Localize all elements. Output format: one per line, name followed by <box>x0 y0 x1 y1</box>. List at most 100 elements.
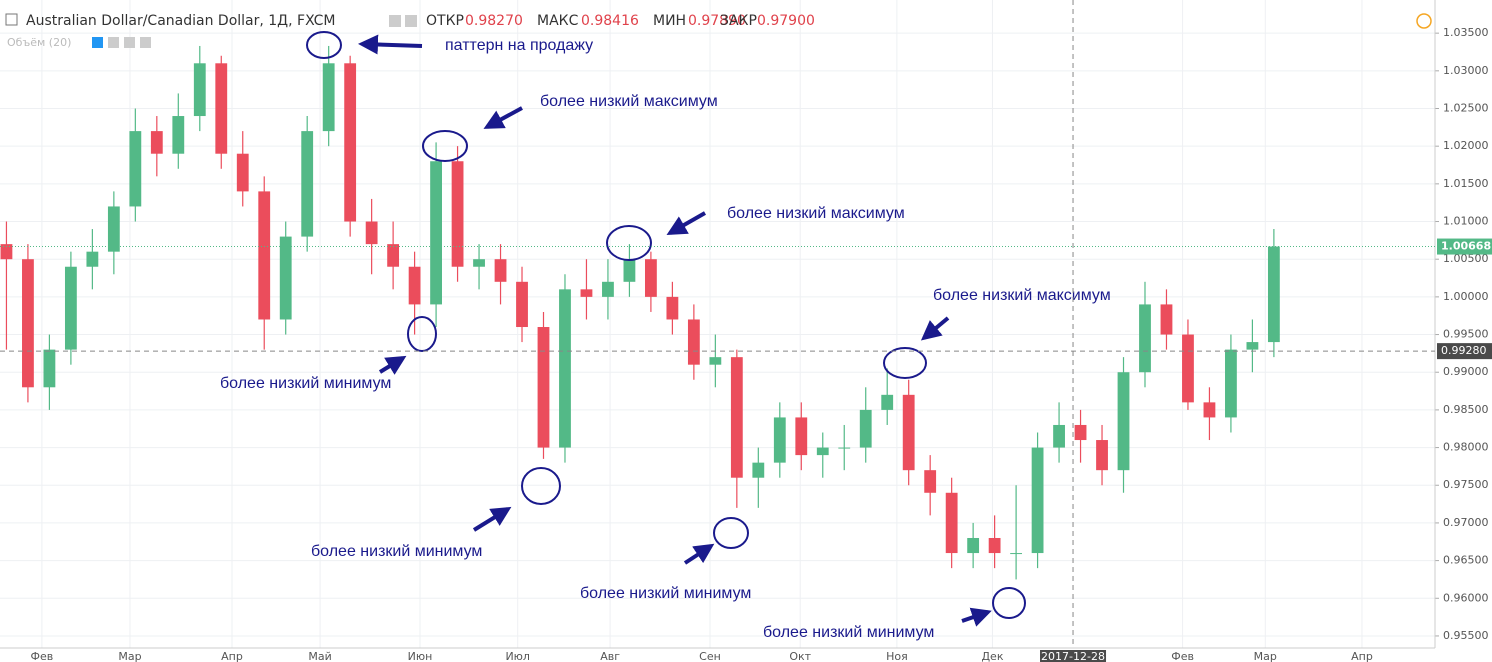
circle <box>992 587 1026 619</box>
x-tick-label: Июл <box>505 650 530 662</box>
x-tick-label: Май <box>308 650 331 662</box>
candle-body <box>945 492 958 554</box>
eye-icon[interactable] <box>92 37 103 48</box>
candle-body <box>64 266 77 350</box>
candle-body <box>924 470 937 493</box>
volume-label: Объём (20) <box>7 36 71 49</box>
x-tick-label: Сен <box>699 650 721 662</box>
gear-icon[interactable] <box>405 15 417 27</box>
plus-icon[interactable] <box>124 37 135 48</box>
arrow <box>961 607 992 627</box>
y-tick-label: 0.96000 <box>1443 591 1489 604</box>
y-tick-label: 1.01000 <box>1443 215 1489 228</box>
y-tick-label: 1.00000 <box>1443 290 1489 303</box>
y-tick-label: 1.02000 <box>1443 139 1489 152</box>
collapse-icon[interactable] <box>5 13 18 26</box>
candle-body <box>215 63 228 154</box>
last-price-label: 1.00668 <box>1441 240 1491 253</box>
x-tick-label: Ноя <box>886 650 908 662</box>
settings-icon[interactable] <box>389 15 401 27</box>
candles <box>0 45 1280 580</box>
candle-body <box>816 447 829 456</box>
candle-body <box>236 153 249 192</box>
candle-body <box>709 357 722 365</box>
high-value: 0.98416 <box>581 13 639 29</box>
candle-body <box>1203 402 1216 418</box>
y-tick-label: 1.03500 <box>1443 26 1489 39</box>
x-tick-label: Дек <box>981 650 1003 662</box>
candle-body <box>623 259 636 282</box>
y-tick-label: 0.97000 <box>1443 516 1489 529</box>
candle-body <box>644 259 657 297</box>
y-tick-label: 1.02500 <box>1443 102 1489 115</box>
candle-body <box>537 327 550 448</box>
gear-icon[interactable] <box>108 37 119 48</box>
annotation: более низкий максимум <box>727 205 905 222</box>
candle-body <box>365 221 378 245</box>
crosshair-date-label: 2017-12-28 <box>1041 650 1105 662</box>
candle-body <box>881 394 894 410</box>
candle-body <box>301 131 314 237</box>
candle-body <box>1160 304 1173 335</box>
warning-icon[interactable] <box>1416 13 1432 29</box>
open-label: ОТКР <box>426 13 464 29</box>
candle-body <box>967 537 980 554</box>
candle-body <box>494 259 507 282</box>
candle-body <box>859 409 872 448</box>
candle-body <box>838 447 851 449</box>
crosshair-price-label: 0.99280 <box>1441 344 1487 357</box>
arrow <box>683 543 715 565</box>
candle-body <box>666 296 679 320</box>
close-label: ЗАКР <box>720 13 757 29</box>
x-tick-label: Апр <box>221 650 243 662</box>
candle-body <box>580 289 593 297</box>
annotations <box>306 31 1026 627</box>
header: Australian Dollar/Canadian Dollar, 1Д, F… <box>5 13 1432 49</box>
candle-body <box>1139 304 1151 373</box>
candle-body <box>279 236 292 320</box>
annotation: более низкий минимум <box>580 585 751 602</box>
circle <box>521 467 561 505</box>
open-value: 0.98270 <box>465 13 523 29</box>
candle-body <box>193 63 206 117</box>
arrow <box>472 506 512 532</box>
candle-body <box>988 537 1001 554</box>
candle-body <box>1096 440 1108 471</box>
candle-body <box>172 116 185 154</box>
high-label: МАКС <box>537 13 579 29</box>
y-tick-label: 0.98000 <box>1443 441 1489 454</box>
candle-body <box>1074 424 1087 441</box>
annotation: паттерн на продажу <box>445 37 593 54</box>
candle-body <box>902 394 915 471</box>
annotation: более низкий минимум <box>311 543 482 560</box>
candle-body <box>1117 372 1130 471</box>
arrow <box>666 211 706 235</box>
candle-body <box>430 161 442 305</box>
x-tick-label: Авг <box>600 650 620 662</box>
y-tick-label: 0.96500 <box>1443 554 1489 567</box>
crosshair-date-box <box>1040 650 1107 662</box>
candle-body <box>150 131 163 154</box>
circle <box>606 225 652 261</box>
candle-body <box>752 462 765 478</box>
candle-body <box>387 244 400 267</box>
candle-body <box>687 319 700 365</box>
circle <box>407 316 437 352</box>
arrow <box>920 316 950 341</box>
circle <box>422 130 468 162</box>
candle-body <box>129 131 142 207</box>
y-tick-label: 0.99000 <box>1443 365 1489 378</box>
candle-body <box>107 206 120 252</box>
crosshair-price-box <box>1437 343 1492 360</box>
close-icon[interactable] <box>140 37 151 48</box>
x-tick-label: Апр <box>1351 650 1373 662</box>
symbol-title: Australian Dollar/Canadian Dollar, 1Д, F… <box>26 13 336 29</box>
candle-body <box>773 417 786 463</box>
y-tick-label: 1.03000 <box>1443 64 1489 77</box>
candle-body <box>86 251 99 267</box>
annotation: более низкий максимум <box>540 93 718 110</box>
circle <box>306 31 342 59</box>
candle-body <box>516 281 528 328</box>
candle-body <box>1031 447 1044 554</box>
candle-body <box>0 244 13 260</box>
